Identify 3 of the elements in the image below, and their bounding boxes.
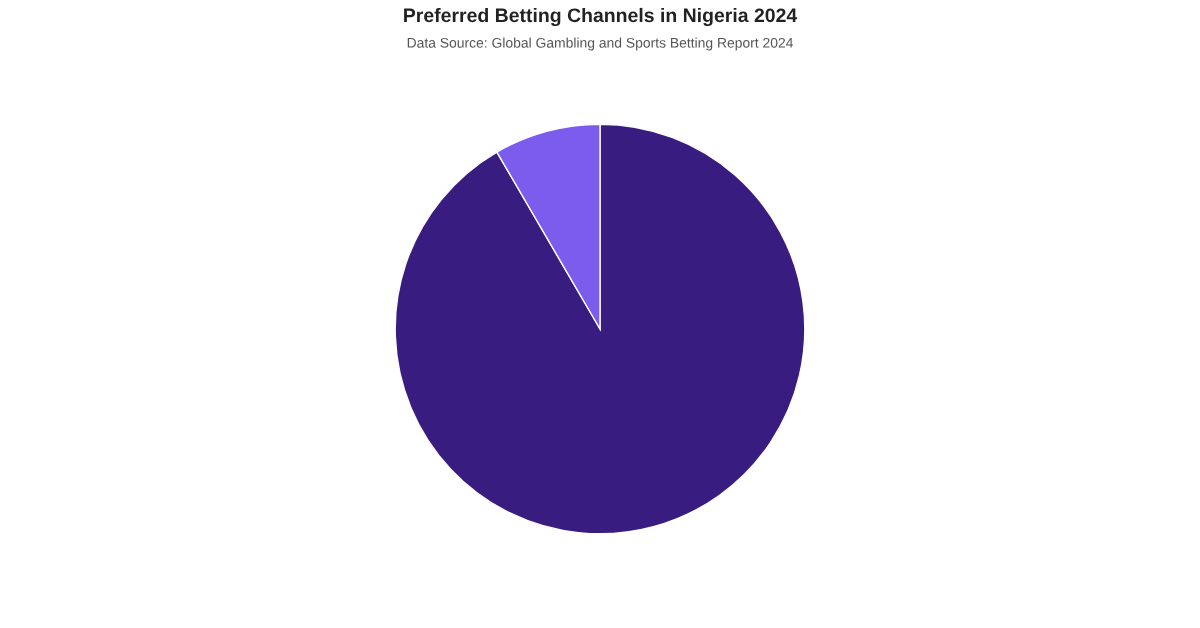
pie-slice [394, 123, 806, 535]
chart-title: Preferred Betting Channels in Nigeria 2024 [404, 7, 798, 27]
chart-subtitle: Data Source: Global Gambling and Sports Betting Report 2024 [407, 37, 794, 51]
